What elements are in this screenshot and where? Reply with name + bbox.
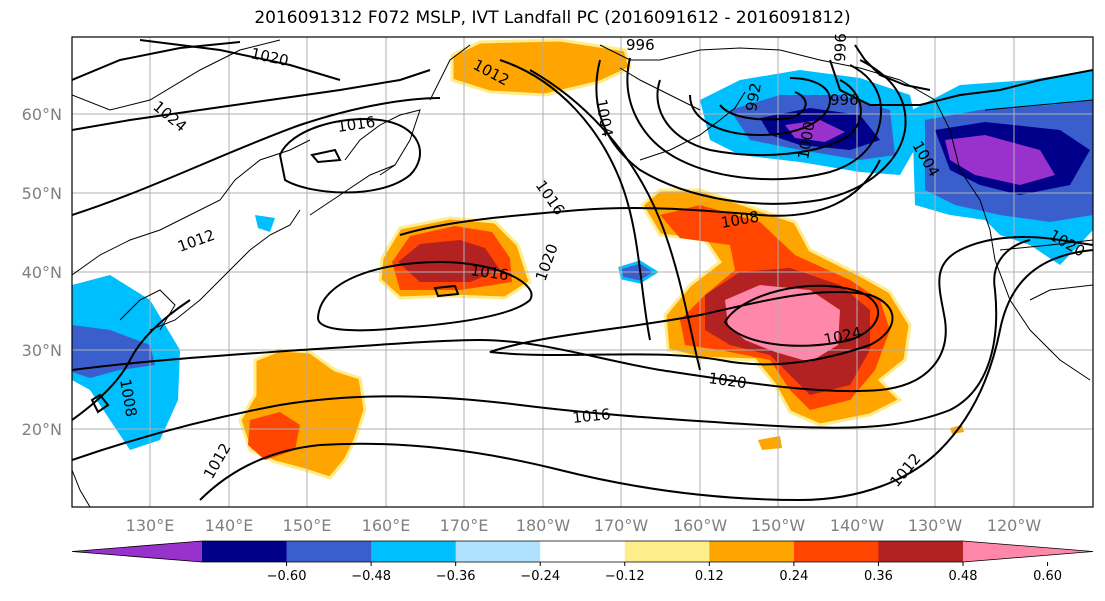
ivt-positive-region bbox=[450, 38, 632, 97]
longitude-label: 180°W bbox=[516, 516, 571, 535]
ivt-negative-region bbox=[785, 120, 845, 142]
longitude-label: 130°W bbox=[908, 516, 963, 535]
colorbar-tick-label: −0.60 bbox=[267, 569, 307, 584]
longitude-label: 120°W bbox=[987, 516, 1042, 535]
ivt-negative-region bbox=[945, 135, 1055, 185]
colorbar-segment bbox=[72, 541, 202, 562]
colorbar-segment bbox=[709, 541, 795, 562]
colorbar-tick-label: 0.24 bbox=[779, 569, 808, 584]
ivt-shading bbox=[72, 38, 1093, 480]
gridlines bbox=[72, 37, 1093, 507]
latitude-label: 40°N bbox=[22, 263, 62, 282]
isobar-label: 996 bbox=[830, 91, 859, 109]
isobars bbox=[72, 39, 1093, 502]
longitude-label: 170°W bbox=[594, 516, 649, 535]
longitude-label: 160°E bbox=[362, 516, 411, 535]
map-title: 2016091312 F072 MSLP, IVT Landfall PC (2… bbox=[254, 8, 851, 28]
ivt-negative-region bbox=[72, 325, 155, 378]
latitude-label: 60°N bbox=[22, 105, 62, 124]
ivt-positive-region bbox=[758, 436, 782, 450]
colorbar-tick-label: 0.60 bbox=[1033, 569, 1062, 584]
longitude-labels: 130°E 140°E 150°E 160°E 170°E 180°W 170°… bbox=[126, 516, 1042, 535]
isobar-label: 1016 bbox=[336, 113, 376, 136]
colorbar-segment bbox=[202, 541, 288, 562]
longitude-label: 140°E bbox=[205, 516, 254, 535]
longitude-label: 140°W bbox=[830, 516, 885, 535]
colorbar-tick-label: −0.24 bbox=[520, 569, 560, 584]
colorbar-tick-label: 0.12 bbox=[695, 569, 724, 584]
colorbar-segment bbox=[793, 541, 879, 562]
longitude-label: 170°E bbox=[440, 516, 489, 535]
colorbar-segment bbox=[540, 541, 626, 562]
latitude-label: 30°N bbox=[22, 341, 62, 360]
latitude-label: 20°N bbox=[22, 420, 62, 439]
colorbar-tick-label: 0.36 bbox=[864, 569, 893, 584]
longitude-label: 150°E bbox=[283, 516, 332, 535]
colorbar-segment bbox=[878, 541, 964, 562]
colorbar-segment bbox=[624, 541, 710, 562]
ivt-positive-region bbox=[725, 285, 840, 362]
ivt-negative-region bbox=[255, 215, 275, 232]
isobar-label: 1016 bbox=[469, 261, 509, 284]
colorbar-segment bbox=[455, 541, 541, 562]
longitude-label: 130°E bbox=[126, 516, 175, 535]
isobar-label: 992 bbox=[742, 81, 765, 112]
colorbar-segment bbox=[286, 541, 372, 562]
ivt-positive-region bbox=[248, 412, 300, 460]
isobar-label: 1020 bbox=[707, 369, 747, 392]
colorbar-outline bbox=[71, 540, 1094, 563]
colorbar-tick-label: −0.12 bbox=[605, 569, 645, 584]
latitude-labels: 60°N 50°N 40°N 30°N 20°N bbox=[22, 105, 62, 439]
plot-frame bbox=[71, 36, 1094, 508]
longitude-label: 150°W bbox=[751, 516, 806, 535]
colorbar-segment bbox=[963, 541, 1093, 562]
isobar-label: 1016 bbox=[572, 405, 612, 427]
colorbar-tick-label: −0.36 bbox=[436, 569, 476, 584]
isobar-label: 996 bbox=[831, 33, 850, 62]
isobar-label: 996 bbox=[626, 36, 655, 54]
longitude-label: 160°W bbox=[673, 516, 728, 535]
colorbar-segment bbox=[371, 541, 457, 562]
latitude-label: 50°N bbox=[22, 184, 62, 203]
colorbar: −0.60 −0.48 −0.36 −0.24 −0.12 0.12 0.24 0.36 0.4… bbox=[71, 540, 1094, 584]
colorbar-tick-label: −0.48 bbox=[351, 569, 391, 584]
colorbar-tick-label: 0.48 bbox=[949, 569, 978, 584]
